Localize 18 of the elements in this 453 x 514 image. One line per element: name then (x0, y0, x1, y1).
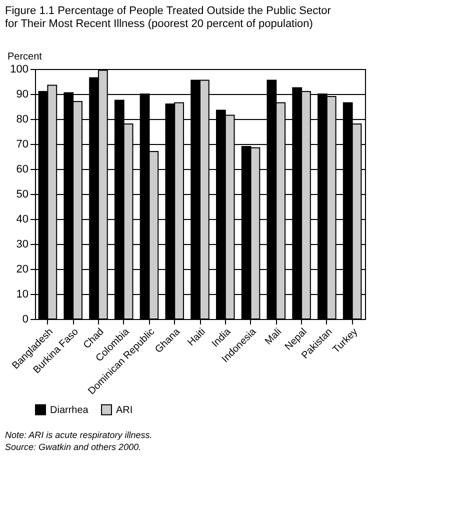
legend-label: Diarrhea (50, 404, 89, 416)
chart-title: Figure 1.1 Percentage of People Treated Outside the Public Sector for Their Most Recent Illness (poorest 20 percent of population) (5, 5, 332, 30)
source-note: Source: Gwatkin and others 2000. (5, 442, 142, 452)
y-tick-label: 10 (16, 288, 28, 300)
y-tick-label: 50 (16, 188, 28, 200)
y-tick-label: 70 (16, 138, 28, 150)
y-axis-title: Percent (8, 52, 42, 62)
y-tick-label: 100 (10, 64, 28, 76)
legend-label: ARI (116, 404, 133, 416)
x-tick-label: Mali (263, 326, 284, 348)
text: Note: ARI is acute respiratory illness. (5, 430, 152, 440)
y-tick-label: 30 (16, 238, 28, 250)
y-tick-label: 20 (16, 264, 28, 276)
y-tick-label: 60 (16, 164, 28, 176)
y-tick-label: 40 (16, 214, 28, 226)
y-tick-label: 80 (16, 114, 28, 126)
y-tick-label: 0 (22, 314, 28, 326)
y-tick-label: 90 (16, 88, 28, 100)
